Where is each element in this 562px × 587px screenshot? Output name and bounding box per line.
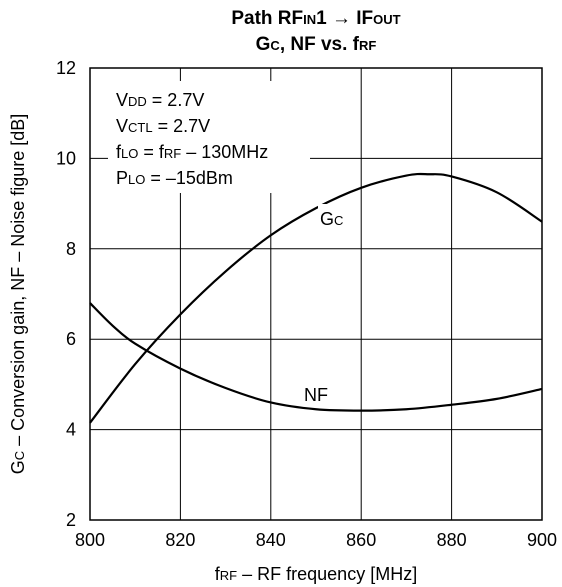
- series-label-gc: GC: [320, 209, 343, 229]
- nf-label-bg: [300, 380, 338, 406]
- condition-vdd: VDD = 2.7V: [116, 90, 204, 110]
- y-axis-label: GC – Conversion gain, NF – Noise figure …: [8, 114, 28, 475]
- gc-label-bg: [318, 204, 352, 230]
- x-tick-label: 900: [527, 530, 557, 550]
- x-tick-label: 840: [256, 530, 286, 550]
- series-line-gc: [89, 172, 543, 424]
- x-tick-label: 880: [437, 530, 467, 550]
- plot-frame: [89, 67, 543, 521]
- chart-subtitle: GC, NF vs. fRF: [256, 34, 377, 55]
- condition-plo: PLO = –15dBm: [116, 168, 233, 188]
- x-axis-label: fRF – RF frequency [MHz]: [215, 564, 417, 584]
- y-tick-label: 2: [66, 510, 76, 530]
- series-line-nf: [89, 302, 543, 412]
- y-tick-label: 10: [56, 148, 76, 168]
- chart-title: Path RFIN1 → IFOUT: [231, 8, 400, 29]
- y-tick-labels: 2 4 6 8 10 12: [56, 58, 76, 530]
- y-tick-label: 8: [66, 239, 76, 259]
- x-tick-label: 820: [165, 530, 195, 550]
- conditions-box: [108, 81, 310, 193]
- series-label-nf: NF: [304, 385, 328, 405]
- x-tick-label: 860: [346, 530, 376, 550]
- condition-flo: fLO = fRF – 130MHz: [116, 142, 268, 162]
- y-tick-label: 6: [66, 329, 76, 349]
- y-tick-label: 4: [66, 420, 76, 440]
- x-tick-labels: 800 820 840 860 880 900: [75, 530, 557, 550]
- condition-vctl: VCTL = 2.7V: [116, 116, 210, 136]
- y-tick-label: 12: [56, 58, 76, 78]
- x-tick-label: 800: [75, 530, 105, 550]
